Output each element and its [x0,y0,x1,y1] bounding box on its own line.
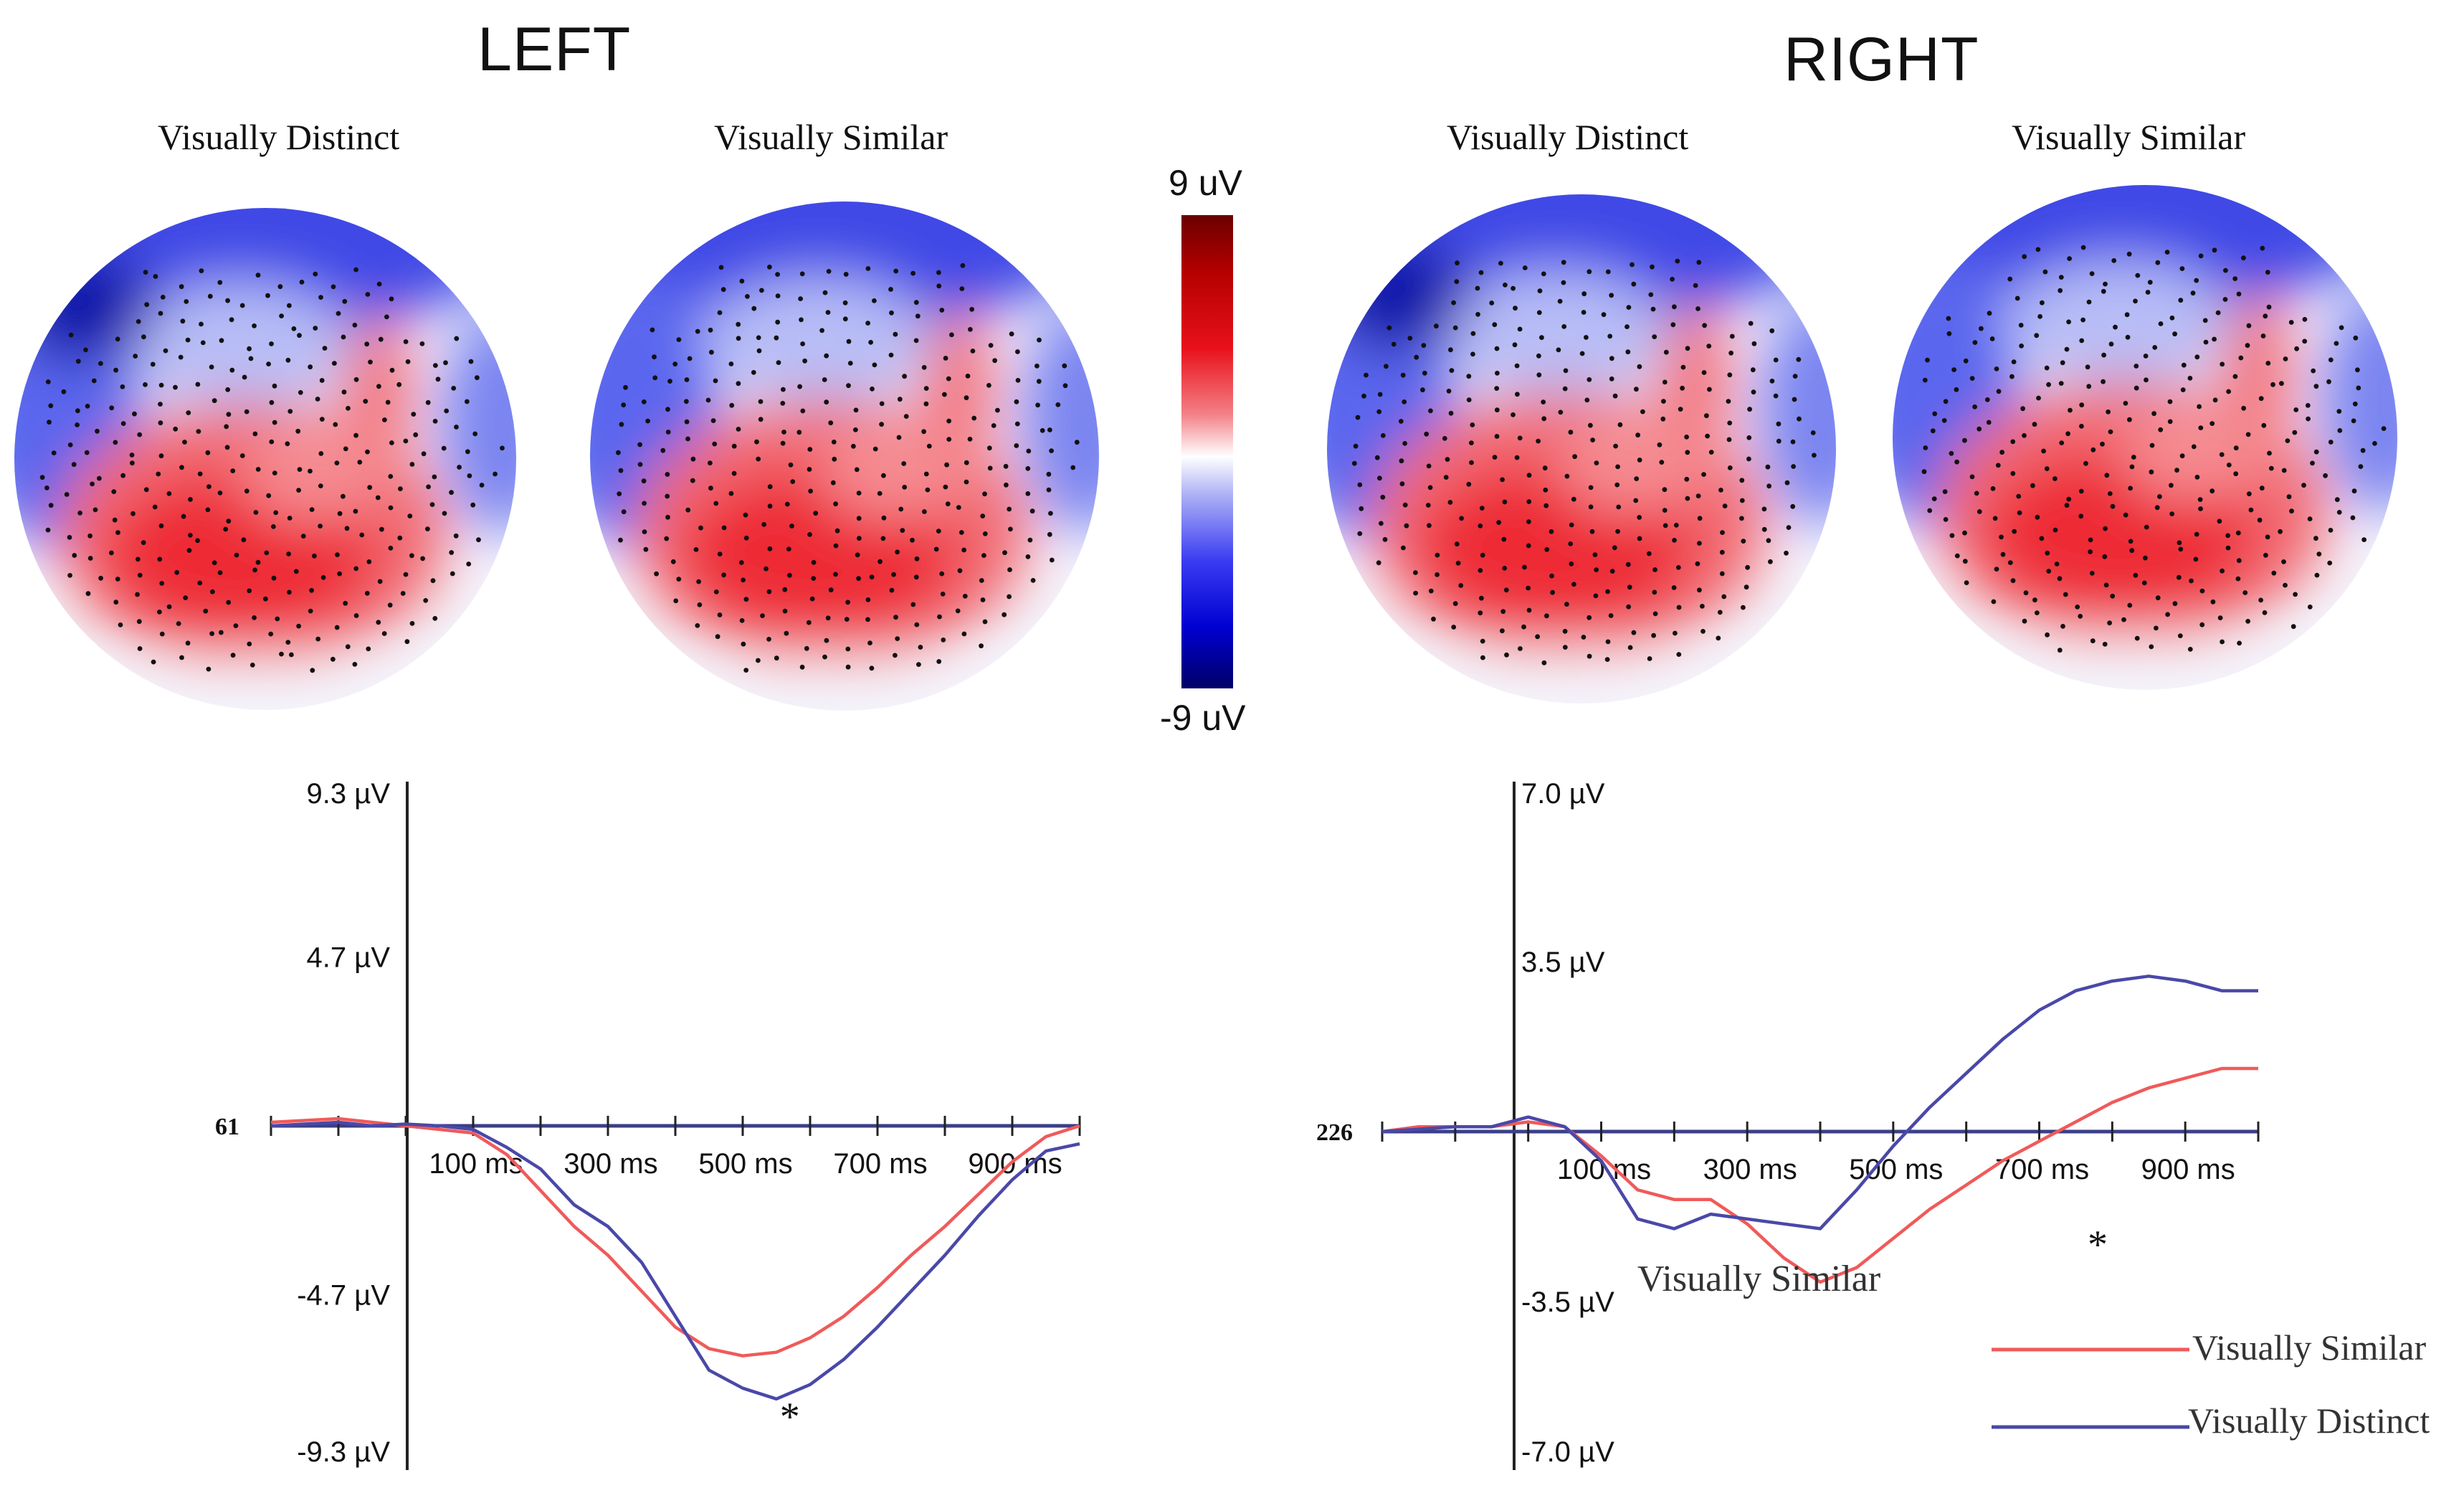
significance-star: * [2088,1223,2108,1267]
series-visually-distinct [1381,975,2258,1231]
x-tick-label: 500 ms [698,1148,792,1180]
colorbar-max-label: 9 uV [1169,163,1242,203]
left-similar-label: Visually Similar [714,117,948,157]
colorbar [1181,215,1233,688]
right-panel-title: RIGHT [1784,25,1979,94]
topomap-left-similar [590,202,1099,711]
colorbar-min-label: -9 uV [1160,698,1246,738]
electrode-dots [1351,258,1817,665]
topomaps [14,185,2397,711]
electrode-dots [39,267,505,673]
y-tick-label: 9.3 µV [307,778,391,810]
x-tick-label: 300 ms [1703,1154,1797,1185]
baseline-label: 226 [1316,1119,1353,1146]
series-visually-distinct [270,1120,1080,1401]
chart-left: 61 9.3 µV 4.7 µV -4.7 µV -9.3 µV 100 ms 300 ms… [215,778,1081,1470]
topomap-left-distinct [14,208,516,710]
y-tick-label: -7.0 µV [1521,1436,1614,1468]
y-tick-label: -9.3 µV [297,1436,390,1468]
right-distinct-label: Visually Distinct [1447,117,1689,157]
left-panel-title: LEFT [477,15,632,84]
x-tick-label: 900 ms [968,1148,1062,1180]
y-tick-label: -3.5 µV [1521,1286,1614,1318]
series-visually-similar [1381,1066,2258,1284]
y-tick-label: 7.0 µV [1521,778,1605,810]
electrode-dots [616,262,1080,673]
topomap-right-similar [1893,185,2397,690]
right-inline-similar-label: Visually Similar [1637,1259,1880,1299]
electrode-dots [1921,245,2387,653]
legend-similar-label: Visually Similar [2192,1327,2426,1368]
baseline-label: 61 [215,1114,239,1140]
y-tick-label: -4.7 µV [297,1280,390,1312]
right-similar-label: Visually Similar [2012,117,2246,157]
legend-distinct-label: Visually Distinct [2188,1400,2430,1441]
significance-star: * [780,1395,800,1439]
x-tick-label: 100 ms [429,1148,523,1180]
series-visually-similar [270,1117,1080,1357]
x-tick-label: 700 ms [833,1148,927,1180]
legend: Visually Similar Visually Distinct [1992,1327,2430,1441]
x-tick-label: 900 ms [2141,1154,2235,1185]
x-tick-label: 700 ms [1995,1154,2089,1185]
topomap-right-distinct [1327,194,1836,703]
x-tick-label: 300 ms [563,1148,657,1180]
y-tick-label: 4.7 µV [307,942,391,973]
left-distinct-label: Visually Distinct [158,117,400,157]
y-tick-label: 3.5 µV [1521,947,1605,978]
